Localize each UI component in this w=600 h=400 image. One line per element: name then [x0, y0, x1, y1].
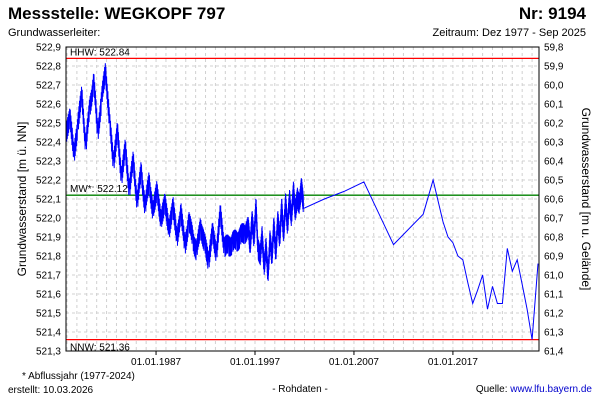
- y-tick-right: 60,2: [544, 119, 564, 130]
- created-label: erstellt:: [8, 385, 41, 396]
- station-title: Messstelle: WEGKOPF 797: [8, 4, 226, 23]
- ref-label-mw: MW*: 522.12: [70, 184, 128, 195]
- x-tick-label: 01.01.1987: [131, 357, 181, 368]
- y-tick-right: 60,3: [544, 138, 564, 149]
- y-tick-left: 522,1: [36, 195, 61, 206]
- footnote: * Abflussjahr (1977-2024): [22, 371, 135, 382]
- y-tick-right: 59,9: [544, 62, 564, 73]
- raw-data-note: - Rohdaten -: [272, 384, 328, 395]
- series-layer: [65, 63, 539, 340]
- source-info: Quelle: www.lfu.bayern.de: [476, 384, 592, 395]
- y-tick-right: 61,2: [544, 309, 564, 320]
- source-label: Quelle:: [475, 384, 508, 395]
- y-axis-label-left: Grundwasserstand [m ü. NN]: [15, 122, 29, 277]
- y-tick-left: 522,7: [36, 81, 61, 92]
- y-tick-right: 61,1: [544, 290, 564, 301]
- ref-label-hhw: HHW: 522.84: [70, 47, 130, 58]
- y-tick-right: 60,1: [544, 100, 564, 111]
- y-tick-right: 60,5: [544, 176, 564, 187]
- y-tick-right: 60,8: [544, 233, 564, 244]
- y-tick-left: 522,8: [36, 62, 61, 73]
- reference-lines-layer: HHW: 522.84 MW*: 522.12 NNW: 521.36: [66, 47, 539, 354]
- y-tick-right: 60,7: [544, 214, 564, 225]
- y-tick-left: 522,3: [36, 157, 61, 168]
- source-link[interactable]: www.lfu.bayern.de: [510, 384, 592, 395]
- x-tick-label: 01.01.2017: [428, 357, 478, 368]
- ref-label-nnw: NNW: 521.36: [70, 343, 130, 354]
- y-tick-left: 521,3: [36, 347, 61, 358]
- created-info: erstellt: 10.03.2026: [8, 385, 93, 396]
- y-tick-left: 521,4: [36, 328, 61, 339]
- y-tick-left: 521,5: [36, 309, 61, 320]
- y-tick-right: 60,0: [544, 81, 564, 92]
- y-tick-left: 521,9: [36, 233, 61, 244]
- y-tick-left: 522,4: [36, 138, 61, 149]
- y-tick-left: 521,6: [36, 290, 61, 301]
- y-tick-left: 522,5: [36, 119, 61, 130]
- x-tick-label: 01.01.2007: [329, 357, 379, 368]
- y-tick-left: 522,9: [36, 43, 61, 54]
- y-tick-right: 60,4: [544, 157, 564, 168]
- y-axis-label-right: Grundwasserstand [m u. Gelände]: [579, 108, 593, 291]
- y-tick-left: 521,8: [36, 252, 61, 263]
- y-tick-right: 61,0: [544, 271, 564, 282]
- y-tick-right: 60,9: [544, 252, 564, 263]
- station-number: Nr: 9194: [518, 4, 586, 23]
- y-tick-left: 522,0: [36, 214, 61, 225]
- period-label: Zeitraum: Dez 1977 - Sep 2025: [432, 27, 586, 39]
- y-tick-left: 521,7: [36, 271, 61, 282]
- y-tick-right: 61,3: [544, 328, 564, 339]
- series-line: [65, 63, 539, 340]
- plot-frame: [65, 46, 540, 352]
- aquifer-label: Grundwasserleiter:: [8, 27, 101, 39]
- y-tick-left: 522,6: [36, 100, 61, 111]
- tick-labels-layer: 521,3 61,4 521,4 61,3 521,5 61,2 521,6 61,1 521,…: [36, 43, 564, 369]
- y-tick-right: 60,6: [544, 195, 564, 206]
- x-tick-label: 01.01.1997: [230, 357, 280, 368]
- y-tick-right: 59,8: [544, 43, 564, 54]
- created-date: 10.03.2026: [43, 385, 94, 396]
- y-tick-left: 522,2: [36, 176, 61, 187]
- y-tick-right: 61,4: [544, 347, 564, 358]
